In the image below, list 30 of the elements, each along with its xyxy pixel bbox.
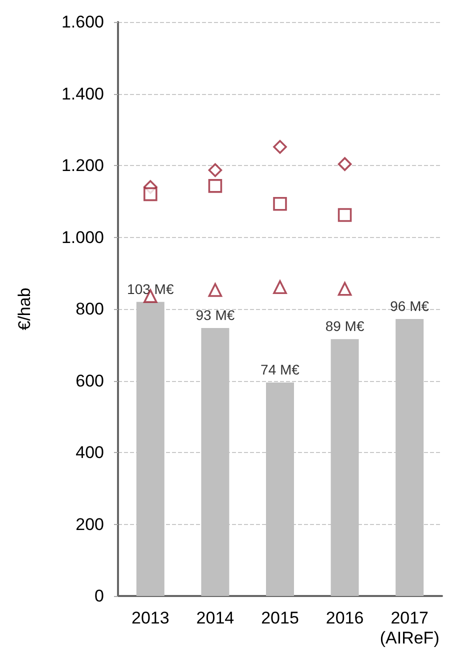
point [338,157,352,171]
point [273,140,287,154]
x-tick-label: 2017 (AIReF) [380,608,440,648]
point [208,163,222,178]
x-tick-label: 2016 [326,608,364,628]
point [273,196,287,211]
y-tick-label: 1.000 [61,228,104,247]
annotation: 96 M€ [390,298,430,314]
point [144,187,158,202]
annotation: 93 M€ [196,307,235,324]
point [208,283,222,297]
y-tick-label: 1.200 [61,156,104,175]
y-tick-label: 200 [76,514,104,534]
x-tick-label: 2015 [261,608,299,628]
annotation: 74 M€ [260,362,300,378]
point [338,282,352,296]
y-tick-label: 800 [76,300,104,318]
annotation: 89 M€ [325,318,364,334]
y-tick-label: 1.400 [61,84,104,104]
annotation: 103 M€ [127,280,174,297]
point [338,208,352,222]
y-tick-label: 0 [94,586,104,606]
y-tick-label: 600 [76,371,104,390]
point [208,179,222,193]
y-tick-label: 1.600 [61,12,104,32]
y-axis-title: €/hab [15,288,34,330]
x-tick-label: 2014 [196,608,234,628]
x-tick-label: 2013 [131,608,170,628]
point [273,280,287,294]
y-tick-label: 400 [76,443,104,462]
